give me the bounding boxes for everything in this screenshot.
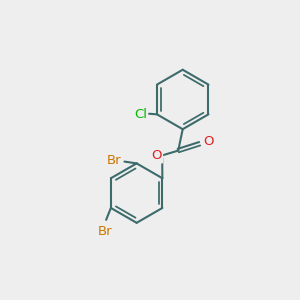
Text: Br: Br <box>98 225 112 238</box>
Text: Br: Br <box>107 154 122 167</box>
Text: Cl: Cl <box>134 108 147 121</box>
Text: O: O <box>203 135 214 148</box>
Text: O: O <box>152 149 162 162</box>
